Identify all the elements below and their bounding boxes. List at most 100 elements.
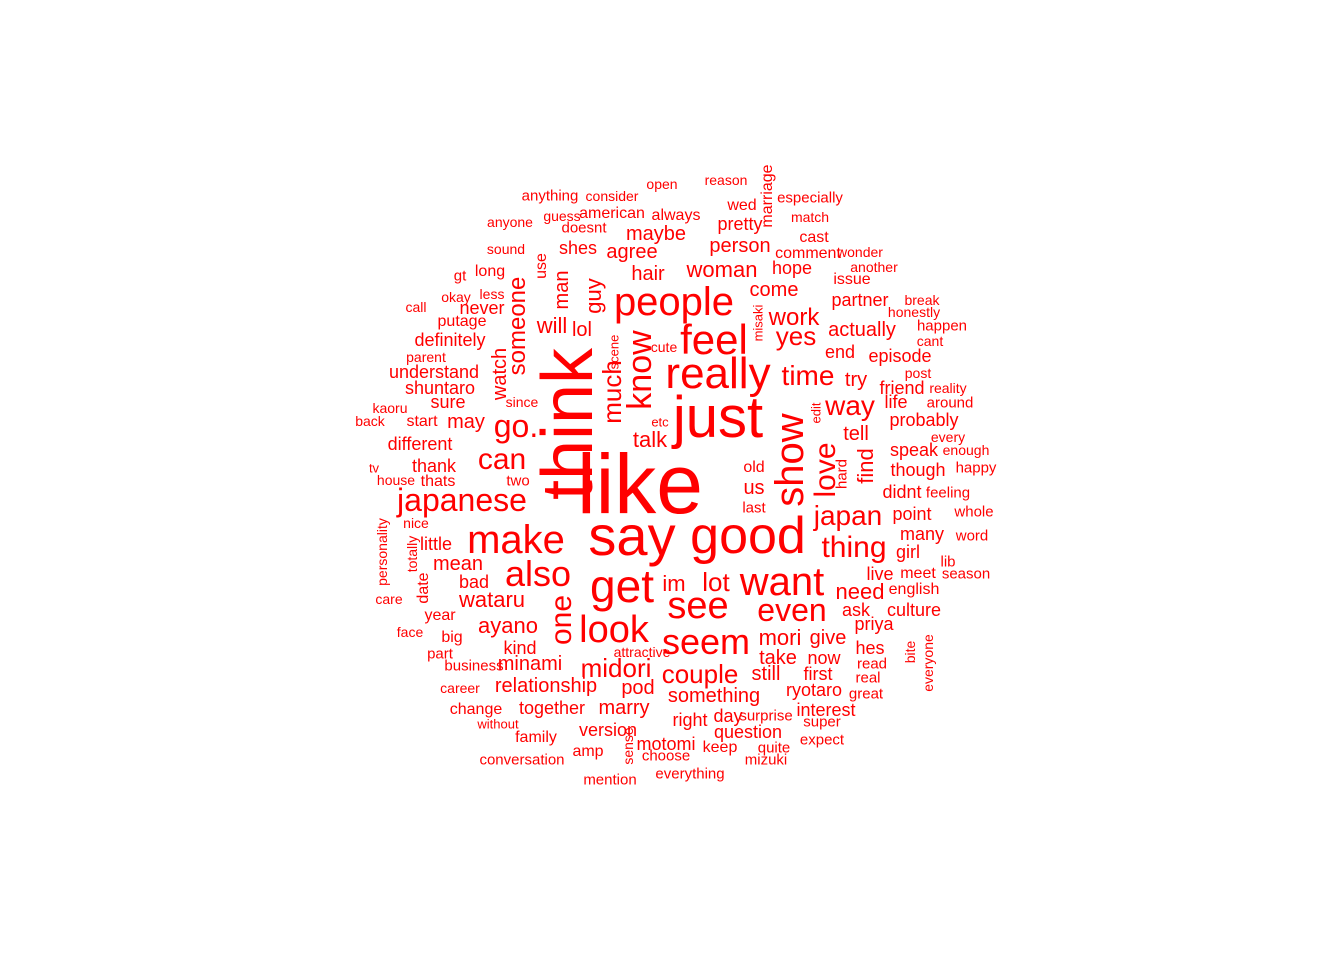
word-though: though [890, 460, 946, 480]
word-everyone: everyone [920, 634, 936, 692]
word-never: never [459, 298, 505, 318]
word-choose: choose [641, 747, 691, 765]
word-comment: comment [775, 245, 841, 262]
word-start: start [406, 413, 438, 430]
word-yes: yes [775, 321, 817, 351]
word-sure: sure [430, 392, 466, 412]
word-whole: whole [954, 503, 994, 521]
word-can: can [477, 443, 527, 476]
word-time: time [781, 360, 835, 391]
word-marry: marry [598, 697, 650, 719]
word-partner: partner [831, 290, 889, 310]
word-japan: japan [813, 500, 883, 531]
word-right: right [672, 710, 708, 730]
word-guess: guess [543, 208, 581, 224]
word-hard: hard [833, 458, 851, 490]
word-tv: tv [368, 460, 380, 476]
word-mori: mori [758, 625, 802, 650]
word-interest: interest [796, 700, 856, 720]
word-long: long [474, 263, 506, 280]
word-kaoru: kaoru [372, 400, 408, 416]
word-feeling: feeling [925, 484, 971, 502]
word-doesnt: doesnt [561, 219, 607, 237]
word-call: call [405, 299, 427, 315]
word-many: many [899, 524, 945, 544]
word-okay: okay [441, 289, 471, 305]
word-hes: hes [855, 638, 885, 658]
word-season: season [941, 565, 991, 583]
word-shuntaro: shuntaro [404, 378, 476, 398]
word-end: end [824, 342, 856, 362]
word-back: back [355, 413, 385, 429]
word-anything: anything [521, 187, 579, 205]
word-feel: feel [680, 316, 748, 363]
word-since: since [505, 394, 539, 410]
word-im: im [662, 571, 686, 596]
word-lot: lot [702, 567, 730, 597]
word-priya: priya [854, 614, 894, 634]
word-good: good [690, 507, 806, 565]
word-people: people [613, 280, 735, 324]
word-expect: expect [799, 731, 845, 749]
word-find: find [853, 448, 878, 484]
word-gt: gt [453, 267, 467, 285]
word-everything: everything [655, 765, 725, 783]
word-maybe: maybe [625, 223, 687, 245]
word-understand: understand [388, 362, 480, 382]
word-want: want [739, 560, 825, 604]
word-girl: girl [895, 542, 921, 562]
word-ask: ask [841, 600, 871, 620]
word-happen: happen [916, 317, 968, 335]
word-one: one [545, 594, 578, 646]
word-work: work [768, 304, 820, 331]
word-care: care [375, 591, 403, 607]
word-minami: minami [497, 653, 563, 675]
word-give: give [809, 627, 847, 649]
word-cast: cast [799, 229, 829, 246]
word-seem: seem [661, 621, 751, 662]
word-will: will [536, 313, 568, 338]
word-honestly: honestly [887, 304, 941, 320]
word-talk: talk [632, 427, 668, 452]
word-marriage: marriage [759, 164, 776, 228]
word-really: really [665, 349, 771, 398]
word-pretty: pretty [717, 214, 763, 234]
word-etc: etc [651, 414, 669, 430]
word-wonder: wonder [837, 244, 883, 260]
word-always: always [651, 207, 701, 224]
word-thank: thank [411, 456, 457, 476]
word-career: career [440, 680, 480, 696]
word-reality: reality [929, 380, 967, 396]
word-something: something [667, 685, 761, 707]
word-attractive: attractive [613, 644, 671, 660]
word-ayano: ayano [478, 613, 538, 638]
word-woman: woman [686, 257, 758, 282]
word-like: like [576, 437, 704, 531]
word-culture: culture [886, 600, 942, 620]
word-super: super [803, 713, 841, 731]
word-every: every [930, 429, 966, 445]
word-personality: personality [374, 518, 390, 586]
word-date: date [415, 572, 432, 604]
word-take: take [759, 647, 797, 669]
word-friend: friend [879, 378, 925, 398]
word-break: break [904, 292, 940, 308]
word-issue: issue [833, 271, 871, 288]
word-lib: lib [940, 553, 956, 571]
word-show: show [768, 413, 812, 507]
word-just: just [672, 385, 764, 450]
word-speak: speak [889, 440, 939, 460]
word-say: say [588, 504, 676, 567]
word-cant: cant [916, 333, 944, 349]
word-ryotaro: ryotaro [785, 680, 843, 700]
word-enough: enough [942, 442, 990, 458]
word-motomi: motomi [636, 734, 696, 754]
word-live: live [866, 564, 894, 584]
word-old: old [743, 459, 765, 476]
word-meet: meet [900, 565, 936, 582]
word-different: different [387, 434, 453, 454]
word-version: version [578, 720, 638, 740]
word-house: house [376, 472, 416, 488]
word-little: little [419, 534, 453, 554]
word-wed: wed [727, 197, 757, 214]
